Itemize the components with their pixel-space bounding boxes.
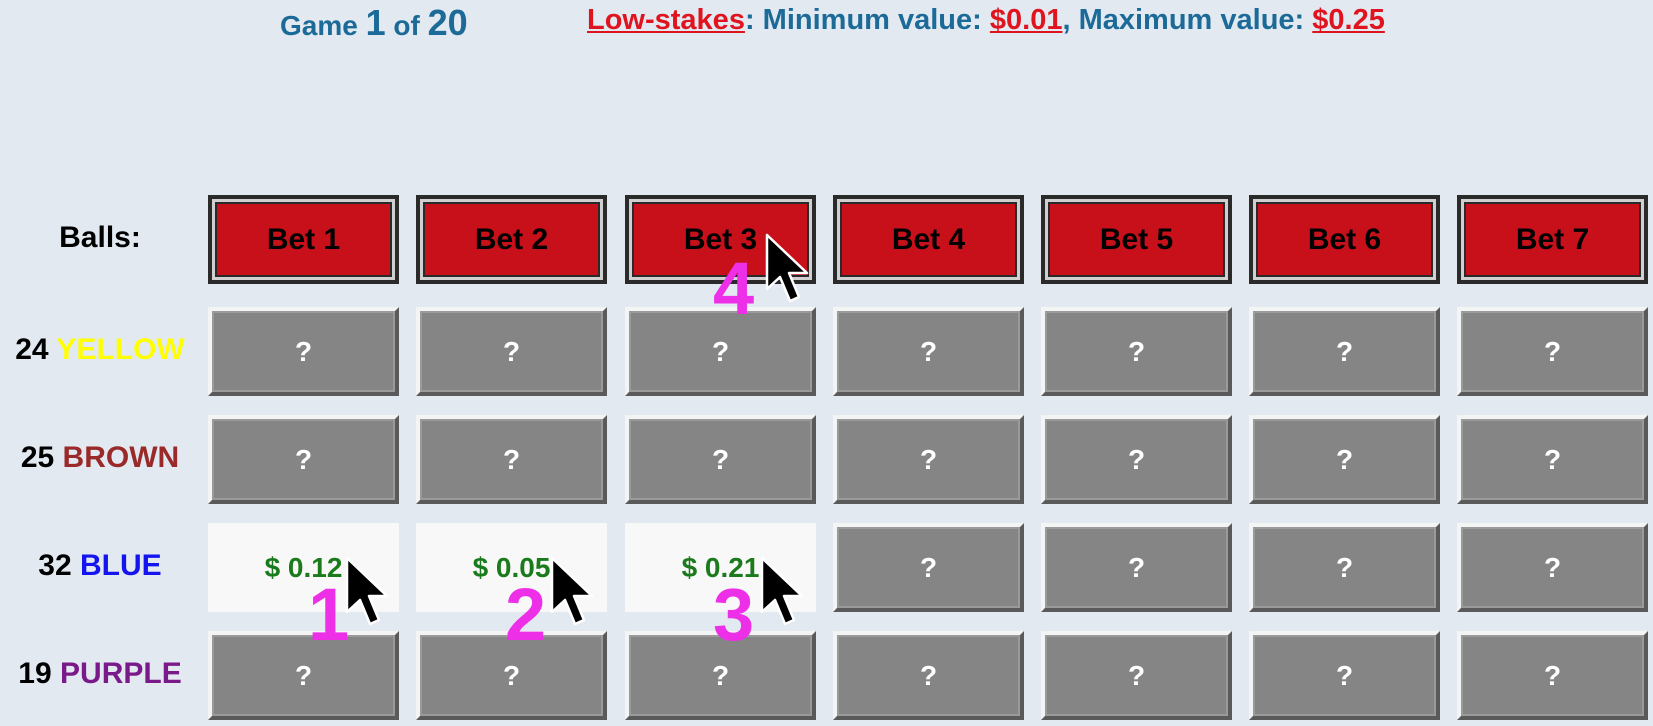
cell-blue-bet-5[interactable]: ? xyxy=(1041,523,1232,612)
cell-yellow-bet-5[interactable]: ? xyxy=(1041,307,1232,396)
step-annotation-3: 3 xyxy=(713,573,755,656)
cell-brown-bet-3[interactable]: ? xyxy=(625,415,816,504)
game-number: 1 xyxy=(365,2,386,43)
cell-blue-bet-6[interactable]: ? xyxy=(1249,523,1440,612)
cell-yellow-bet-3[interactable]: ? xyxy=(625,307,816,396)
ball-count: 24 xyxy=(15,333,49,366)
separator: , xyxy=(1062,4,1079,36)
game-counter: Game 1 of 20 xyxy=(280,2,468,44)
cell-purple-bet-1[interactable]: ? xyxy=(208,631,399,720)
game-of: of xyxy=(385,10,428,41)
game-total: 20 xyxy=(427,2,468,43)
cell-brown-bet-7[interactable]: ? xyxy=(1457,415,1648,504)
row-label-brown: 25 BROWN xyxy=(0,441,200,475)
ball-color: BROWN xyxy=(62,441,180,474)
max-value: $0.25 xyxy=(1312,4,1385,36)
cell-purple-bet-5[interactable]: ? xyxy=(1041,631,1232,720)
ball-color: BLUE xyxy=(80,549,162,582)
ball-color: YELLOW xyxy=(56,333,185,366)
bet-2-button[interactable]: Bet 2 xyxy=(416,195,607,284)
cell-brown-bet-5[interactable]: ? xyxy=(1041,415,1232,504)
cell-brown-bet-2[interactable]: ? xyxy=(416,415,607,504)
cell-brown-bet-6[interactable]: ? xyxy=(1249,415,1440,504)
cell-blue-bet-7[interactable]: ? xyxy=(1457,523,1648,612)
row-label-yellow: 24 YELLOW xyxy=(0,333,200,367)
mouse-pointer-icon xyxy=(550,556,594,626)
game-prefix: Game xyxy=(280,10,366,41)
balls-label: Balls: xyxy=(59,221,141,254)
cell-yellow-bet-2[interactable]: ? xyxy=(416,307,607,396)
row-label-purple: 19 PURPLE xyxy=(0,657,200,691)
bet-1-button[interactable]: Bet 1 xyxy=(208,195,399,284)
cell-brown-bet-4[interactable]: ? xyxy=(833,415,1024,504)
cell-purple-bet-2[interactable]: ? xyxy=(416,631,607,720)
cell-purple-bet-3[interactable]: ? xyxy=(625,631,816,720)
cell-purple-bet-7[interactable]: ? xyxy=(1457,631,1648,720)
step-annotation-2: 2 xyxy=(505,573,547,656)
cell-yellow-bet-4[interactable]: ? xyxy=(833,307,1024,396)
bet-5-button[interactable]: Bet 5 xyxy=(1041,195,1232,284)
ball-color: PURPLE xyxy=(60,657,182,690)
stakes-info: Low-stakes: Minimum value: $0.01, Maximu… xyxy=(587,4,1385,37)
cell-brown-bet-1[interactable]: ? xyxy=(208,415,399,504)
stakes-label: Low-stakes xyxy=(587,4,745,36)
cell-yellow-bet-1[interactable]: ? xyxy=(208,307,399,396)
ball-count: 19 xyxy=(18,657,52,690)
ball-count: 25 xyxy=(20,441,55,474)
cell-purple-bet-6[interactable]: ? xyxy=(1249,631,1440,720)
step-annotation-4: 4 xyxy=(713,247,755,330)
bet-4-button[interactable]: Bet 4 xyxy=(833,195,1024,284)
cell-yellow-bet-6[interactable]: ? xyxy=(1249,307,1440,396)
step-annotation-1: 1 xyxy=(308,573,350,656)
cell-purple-bet-4[interactable]: ? xyxy=(833,631,1024,720)
ball-count: 32 xyxy=(38,549,72,582)
cell-yellow-bet-7[interactable]: ? xyxy=(1457,307,1648,396)
row-label-blue: 32 BLUE xyxy=(0,549,200,583)
max-label: Maximum value: xyxy=(1078,4,1313,36)
bet-3-button[interactable]: Bet 3 xyxy=(625,195,816,284)
min-value: $0.01 xyxy=(989,4,1063,36)
mouse-pointer-icon xyxy=(765,233,809,303)
min-label: : Minimum value: xyxy=(744,4,990,36)
cell-blue-bet-4[interactable]: ? xyxy=(833,523,1024,612)
bet-6-button[interactable]: Bet 6 xyxy=(1249,195,1440,284)
mouse-pointer-icon xyxy=(760,556,804,626)
cell-blue-bet-2: $ 0.05 xyxy=(416,523,607,612)
mouse-pointer-icon xyxy=(345,556,389,626)
bet-7-button[interactable]: Bet 7 xyxy=(1457,195,1648,284)
